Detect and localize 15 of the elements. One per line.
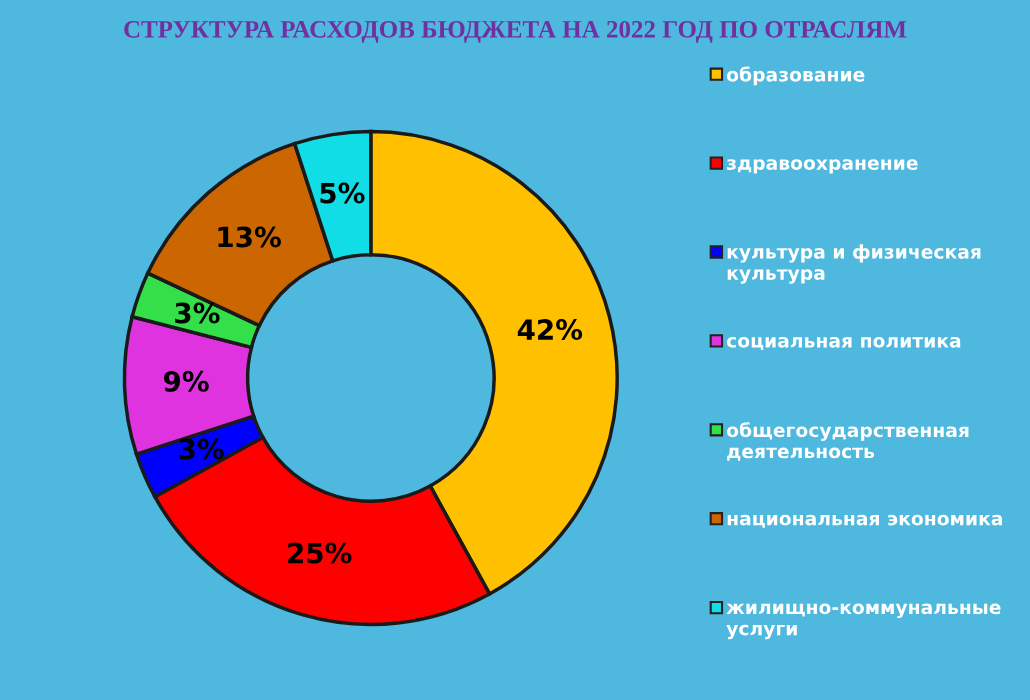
legend-label: социальная политика — [726, 336, 961, 351]
data-label: 13% — [218, 226, 281, 248]
data-label: 42% — [517, 319, 583, 341]
data-label: 5% — [320, 182, 365, 204]
legend-label: культура и физическая культура — [727, 244, 981, 284]
data-label: 3% — [179, 438, 224, 460]
data-label: 25% — [288, 542, 352, 564]
chart-title: СТРУКТУРА РАСХОДОВ БЮДЖЕТА НА 2022 ГОД ПО ОТРАСЛЯМ — [124, 20, 907, 43]
data-label: 9% — [163, 370, 209, 392]
legend-label: здравоохранение — [727, 159, 918, 174]
legend-label: общегосударственная деятельность — [726, 422, 969, 461]
legend-label: образование — [726, 66, 865, 86]
data-label: 3% — [175, 302, 220, 324]
legend-label: жилищно-коммунальные услуги — [726, 603, 1001, 640]
legend-label: национальная экономика — [727, 514, 1002, 528]
